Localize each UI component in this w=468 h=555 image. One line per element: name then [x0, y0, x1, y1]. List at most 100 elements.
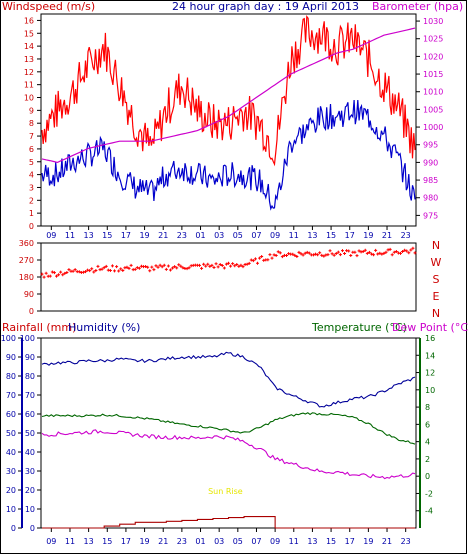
direction-point	[361, 249, 365, 253]
direction-point	[88, 269, 92, 273]
baro-tick-label: 990	[423, 158, 438, 167]
wind-hour-label: 03	[214, 231, 224, 240]
temp-hour-label: 07	[251, 537, 261, 546]
temp-tick-label: 14	[425, 351, 435, 360]
temp-tick-label: 0	[425, 472, 430, 481]
direction-point	[336, 250, 340, 254]
direction-point	[268, 253, 272, 257]
wind-tick-label: 9	[29, 106, 34, 115]
direction-point	[256, 261, 260, 265]
temp-hour-label: 15	[326, 537, 336, 546]
direction-point	[407, 251, 411, 255]
direction-point	[125, 265, 129, 269]
direction-point	[220, 263, 224, 267]
wind-tick-label: 4	[29, 171, 34, 180]
direction-point	[365, 251, 369, 255]
direction-point	[239, 263, 243, 267]
direction-point	[108, 269, 112, 273]
baro-tick-label: 1010	[423, 88, 443, 97]
rain-tick-label: 10	[6, 505, 16, 514]
direction-point	[146, 265, 150, 269]
direction-point	[266, 258, 270, 262]
chart-marks: 0123456789101112131415169759809859909951…	[1, 15, 443, 546]
wind-tick-label: 3	[29, 183, 34, 192]
humidity-tick-label: 50	[25, 429, 35, 438]
compass-label: N	[432, 239, 440, 252]
wind-tick-label: 16	[24, 16, 34, 25]
baro-tick-label: 985	[423, 176, 438, 185]
direction-point	[403, 248, 407, 252]
direction-point	[380, 252, 384, 256]
direction-point	[177, 263, 181, 267]
wind-tick-label: 5	[29, 158, 34, 167]
rain-tick-label: 90	[6, 353, 16, 362]
direction-point	[409, 248, 413, 252]
direction-point	[334, 252, 338, 256]
direction-point	[305, 250, 309, 254]
wind-hour-label: 15	[102, 231, 112, 240]
direction-point	[353, 250, 357, 254]
direction-point	[241, 265, 245, 269]
direction-point	[90, 267, 94, 271]
direction-point	[363, 248, 367, 252]
wind-tick-label: 7	[29, 132, 34, 141]
humidity-tick-label: 30	[25, 467, 35, 476]
wind-hour-label: 19	[139, 231, 149, 240]
temp-hour-label: 19	[363, 537, 373, 546]
wind-hour-label: 07	[251, 231, 261, 240]
direction-point	[401, 249, 405, 253]
wind-tick-label: 0	[29, 222, 34, 231]
direction-point	[276, 250, 280, 254]
direction-point	[227, 261, 230, 265]
wind-tick-label: 2	[29, 196, 34, 205]
direction-point	[299, 252, 303, 256]
direction-point	[148, 269, 152, 273]
baro-tick-label: 975	[423, 211, 438, 220]
direction-point	[411, 246, 415, 250]
wind-tick-label: 14	[24, 42, 34, 51]
humidity-tick-label: 20	[25, 486, 35, 495]
direction-point	[166, 264, 170, 268]
direction-point	[235, 262, 239, 266]
direction-point	[245, 262, 249, 266]
dewpoint-axis-label: Dew Point (°C)	[392, 321, 468, 334]
temp-tick-label: 6	[425, 420, 430, 429]
wind-hour-label: 13	[307, 231, 317, 240]
baro-tick-label: 1000	[423, 123, 443, 132]
temp-hour-label: 17	[345, 537, 355, 546]
direction-point	[297, 250, 301, 254]
temp-tick-label: 8	[425, 403, 430, 412]
baro-tick-label: 1020	[423, 52, 443, 61]
rain-tick-label: 60	[6, 410, 16, 419]
direction-point	[212, 265, 216, 269]
direction-point	[181, 266, 185, 270]
direction-point	[253, 257, 257, 261]
direction-point	[137, 266, 141, 270]
direction-point	[274, 254, 278, 258]
humidity-tick-label: 10	[25, 505, 35, 514]
temp-hour-label: 21	[382, 537, 392, 546]
direction-point	[233, 264, 237, 268]
compass-label: S	[433, 273, 440, 286]
direction-point	[121, 268, 125, 272]
direction-point	[332, 253, 336, 257]
direction-point	[179, 264, 183, 268]
temp-hour-label: 05	[233, 537, 243, 546]
temp-hour-label: 23	[177, 537, 187, 546]
wind-hour-label: 23	[177, 231, 187, 240]
direction-point	[249, 258, 253, 262]
direction-point	[61, 273, 65, 277]
baro-tick-label: 980	[423, 194, 438, 203]
direction-point	[113, 269, 117, 273]
wind-tick-label: 8	[29, 119, 34, 128]
direction-point	[231, 262, 235, 266]
direction-point	[330, 252, 334, 256]
wind-tick-label: 11	[24, 81, 34, 90]
direction-point	[71, 269, 75, 273]
direction-point	[369, 252, 373, 256]
direction-point	[272, 253, 276, 257]
humidity-tick-label: 70	[25, 391, 35, 400]
graph-title: 24 hour graph day : 19 April 2013	[172, 0, 359, 13]
direction-point	[65, 270, 69, 274]
direction-point	[367, 250, 371, 254]
